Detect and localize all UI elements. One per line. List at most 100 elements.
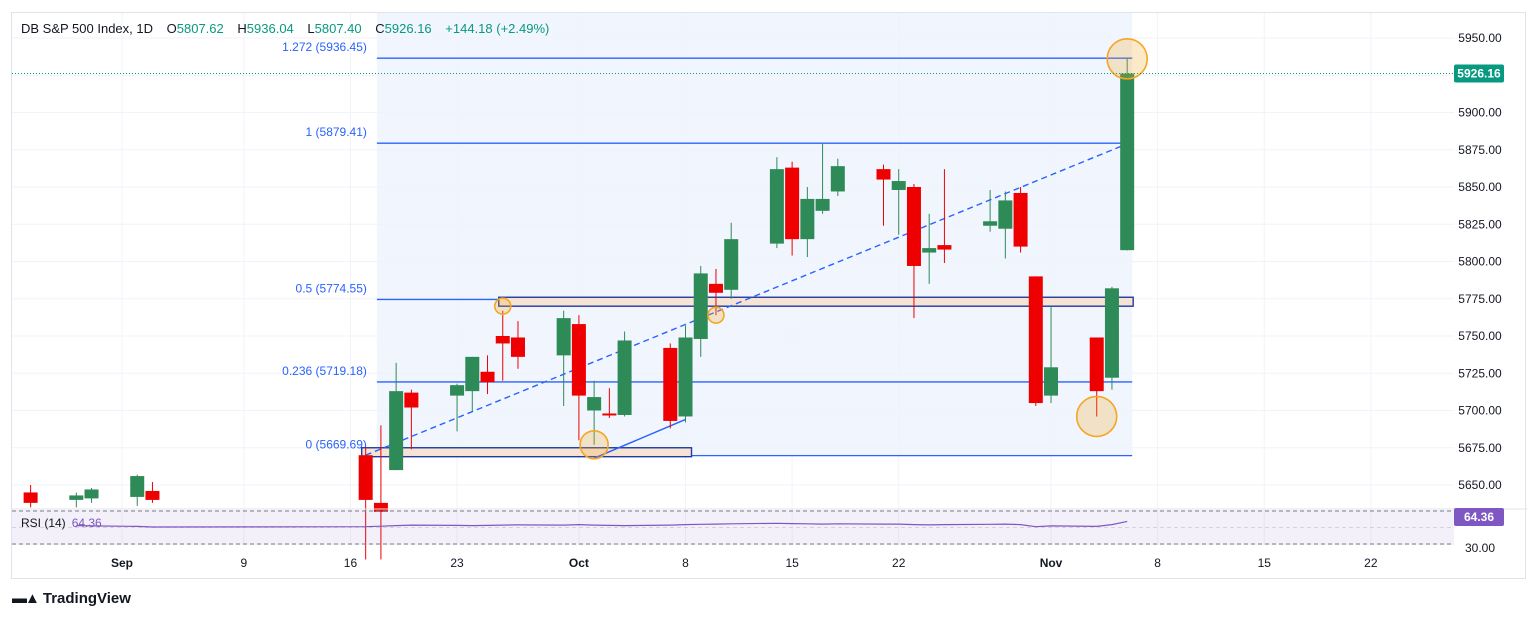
- candle-body-down: [876, 169, 891, 180]
- change-value: +144.18 (+2.49%): [445, 21, 550, 36]
- y-tick-label: 5875.00: [1458, 143, 1502, 157]
- candle-body-down: [23, 492, 38, 503]
- dashed-trendline: [365, 143, 1128, 456]
- candle-body-down: [708, 283, 723, 293]
- support-zone-box: [360, 447, 693, 458]
- candle-body-down: [510, 337, 525, 357]
- candle-body-down: [937, 245, 952, 250]
- candle-body-down: [785, 167, 800, 240]
- highlight-circle: [493, 297, 512, 316]
- candle-body-up: [891, 181, 906, 190]
- x-tick-label: 9: [240, 556, 247, 570]
- candle-body-up: [1104, 288, 1119, 378]
- rsi-legend: RSI (14) 64.36: [21, 516, 102, 530]
- y-tick-label: 5775.00: [1458, 292, 1502, 306]
- candle-body-down: [602, 413, 617, 416]
- y-tick-label: 5650.00: [1458, 478, 1502, 492]
- candle-body-down: [145, 490, 160, 500]
- tradingview-logo-text: TradingView: [42, 590, 131, 607]
- y-tick-label: 5700.00: [1458, 404, 1502, 418]
- candle-body-down: [495, 336, 510, 344]
- candle-body-down: [906, 187, 921, 266]
- chart-canvas[interactable]: 5650.00 5675.00 5700.00 5725.00 5750.00 5775.…: [12, 13, 1527, 580]
- x-tick-label: Oct: [569, 556, 589, 570]
- last-price-badge: [1454, 64, 1504, 83]
- candle-body-up: [998, 200, 1013, 229]
- close-value: 5926.16: [384, 21, 432, 36]
- support-zone-box: [498, 296, 1134, 307]
- candle-body-up: [450, 385, 465, 396]
- fib-level-label: 0.5 (5774.55): [296, 281, 367, 295]
- high-value: 5936.04: [246, 21, 294, 36]
- candle-body-down: [358, 455, 373, 500]
- candle-body-up: [800, 198, 815, 240]
- candle-body-up: [130, 476, 145, 497]
- fib-level-label: 0.236 (5719.18): [282, 364, 367, 378]
- symbol-title[interactable]: DB S&P 500 Index, 1D: [21, 21, 154, 36]
- candle-body-down: [1089, 337, 1104, 392]
- rsi-value-badge: [1454, 508, 1504, 526]
- x-tick-label: 15: [1258, 556, 1272, 570]
- fib-level-label: 1 (5879.41): [306, 125, 367, 139]
- x-tick-label: 22: [892, 556, 906, 570]
- y-tick-label: 5825.00: [1458, 217, 1502, 231]
- x-tick-label: 8: [1154, 556, 1161, 570]
- y-tick-label: 5900.00: [1458, 106, 1502, 120]
- rsi-name[interactable]: RSI (14): [21, 516, 66, 530]
- y-tick-label: 5750.00: [1458, 329, 1502, 343]
- highlight-circle: [707, 306, 725, 324]
- candle-body-up: [69, 495, 84, 500]
- x-tick-label: 22: [1364, 556, 1378, 570]
- open-label: O: [166, 21, 177, 36]
- tradingview-logo-icon: ▬▲: [12, 590, 40, 607]
- candle-body-down: [571, 324, 586, 396]
- y-tick-label: 5950.00: [1458, 31, 1502, 45]
- fib-level-label: 0 (5669.69): [306, 438, 367, 452]
- candle-body-down: [373, 502, 388, 512]
- candle-body-up: [983, 221, 998, 226]
- candle-body-up: [815, 198, 830, 211]
- candle-body-up: [678, 337, 693, 417]
- x-tick-label: 16: [344, 556, 358, 570]
- candle-body-up: [465, 356, 480, 392]
- ohlc-header: DB S&P 500 Index, 1D O5807.62 H5936.04 L…: [21, 21, 549, 36]
- rsi-badge-text: 64.36: [1464, 510, 1494, 524]
- candle-body-up: [830, 166, 845, 192]
- highlight-circle: [1106, 38, 1148, 80]
- last-price-text: 5926.16: [1457, 67, 1501, 81]
- candle-body-down: [404, 392, 419, 408]
- x-tick-label: 23: [450, 556, 464, 570]
- candle-body-up: [1044, 367, 1059, 396]
- candle-body-up: [587, 397, 602, 411]
- candle-body-down: [480, 371, 495, 383]
- low-label: L: [307, 21, 315, 36]
- candle-body-down: [663, 347, 678, 421]
- high-label: H: [237, 21, 247, 36]
- y-tick-label: 5675.00: [1458, 441, 1502, 455]
- low-value: 5807.40: [314, 21, 362, 36]
- open-value: 5807.62: [176, 21, 224, 36]
- x-tick-label: Sep: [111, 556, 133, 570]
- tradingview-logo[interactable]: ▬▲ TradingView: [12, 590, 131, 607]
- y-tick-label: 5725.00: [1458, 366, 1502, 380]
- candle-body-up: [922, 248, 937, 253]
- candle-body-up: [769, 169, 784, 244]
- highlight-circle: [579, 429, 609, 460]
- fib-level-label: 1.272 (5936.45): [282, 40, 367, 54]
- candle-body-down: [1028, 276, 1043, 404]
- y-tick-label: 5850.00: [1458, 180, 1502, 194]
- candle-body-up: [724, 239, 739, 290]
- rsi-current-value: 64.36: [71, 516, 102, 530]
- candle-body-up: [617, 340, 632, 415]
- candle-body-up: [389, 391, 404, 471]
- y-tick-label: 5800.00: [1458, 255, 1502, 269]
- candle-body-up: [1120, 73, 1135, 251]
- rsi-line: [76, 520, 1128, 528]
- rsi-tick-label: 30.00: [1465, 541, 1495, 555]
- candle-body-up: [693, 273, 708, 339]
- x-tick-label: Nov: [1040, 556, 1063, 570]
- chart-frame: 5650.00 5675.00 5700.00 5725.00 5750.00 5775.…: [11, 12, 1527, 580]
- candle-body-up: [84, 489, 99, 499]
- x-tick-label: 15: [785, 556, 799, 570]
- close-label: C: [375, 21, 385, 36]
